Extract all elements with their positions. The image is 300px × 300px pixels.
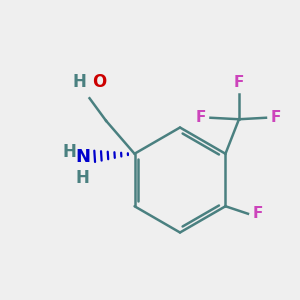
Text: H: H: [76, 169, 90, 187]
Text: O: O: [92, 73, 107, 91]
Text: H: H: [63, 143, 76, 161]
Text: F: F: [271, 110, 281, 125]
Text: H: H: [72, 73, 86, 91]
Text: F: F: [196, 110, 206, 125]
Text: F: F: [234, 75, 244, 90]
Text: N: N: [75, 148, 90, 166]
Text: F: F: [253, 206, 263, 221]
